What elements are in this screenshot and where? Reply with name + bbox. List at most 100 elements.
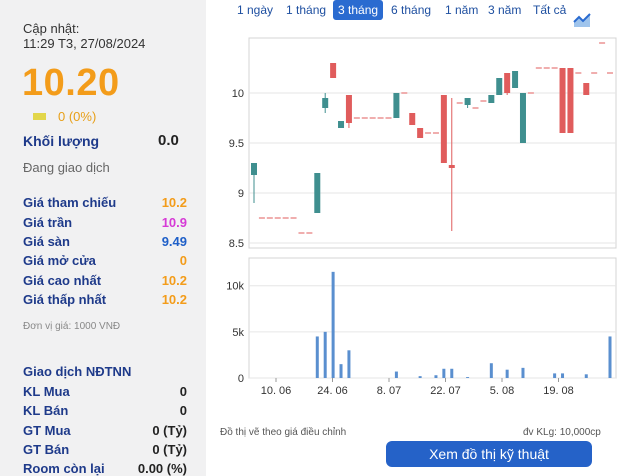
price-unit-note: Đơn vị giá: 1000 VNĐ: [23, 321, 121, 332]
candle: [488, 95, 495, 103]
foreign-buy-value-value: 0 (Tỷ): [152, 423, 187, 438]
open-price-label: Giá mở cửa: [23, 253, 96, 268]
room-remaining-label: Room còn lại: [23, 461, 105, 476]
candle: [464, 98, 471, 105]
volume-bar: [347, 350, 351, 378]
candle: [322, 98, 329, 108]
price-axis-labels: 10 9.5 9 8.5: [229, 88, 244, 250]
tab-all[interactable]: Tất cả: [533, 3, 567, 17]
price-tick-label: 9.5: [229, 138, 244, 150]
volume-bar: [608, 336, 612, 378]
volume-bar: [489, 363, 493, 378]
price-change: 0 (0%): [58, 109, 97, 124]
tab-1-day[interactable]: 1 ngày: [237, 3, 274, 17]
volume-bar: [553, 373, 557, 378]
tab-1-year[interactable]: 1 năm: [445, 3, 479, 17]
candle: [567, 68, 574, 133]
volume-tick-label: 0: [238, 373, 244, 385]
foreign-buy-value-label: GT Mua: [23, 423, 71, 438]
update-label: Cập nhật:: [23, 21, 80, 36]
price-tick-label: 9: [238, 188, 244, 200]
update-time: 11:29 T3, 27/08/2024: [23, 36, 146, 51]
tab-3-years[interactable]: 3 năm: [488, 3, 522, 17]
ref-price-label: Giá tham chiếu: [23, 195, 117, 210]
volume-label: Khối lượng: [23, 133, 100, 149]
floor-price-label: Giá sàn: [23, 234, 70, 249]
candle: [504, 73, 511, 93]
line-chart-icon[interactable]: [572, 10, 592, 30]
foreign-sell-vol-label: KL Bán: [23, 403, 69, 418]
volume-bars: [315, 271, 612, 378]
volume-bar: [434, 375, 438, 378]
foreign-trading-title: Giao dịch NĐTNN: [23, 364, 132, 379]
candle: [583, 83, 590, 95]
room-remaining-value: 0.00 (%): [137, 461, 187, 476]
price-tick-label: 8.5: [229, 238, 244, 250]
candle: [559, 68, 566, 133]
current-price: 10.20: [22, 62, 120, 104]
foreign-sell-value-value: 0 (Tỷ): [152, 442, 187, 457]
volume-value: 0.0: [158, 132, 179, 149]
candle: [519, 93, 526, 143]
volume-bar: [315, 336, 319, 378]
low-price-value: 10.2: [161, 292, 187, 307]
high-price-label: Giá cao nhất: [23, 273, 102, 288]
volume-bar: [466, 377, 470, 378]
foreign-buy-vol-value: 0: [179, 384, 187, 399]
floor-price-value: 9.49: [161, 234, 187, 249]
candle: [512, 71, 519, 88]
volume-bar: [561, 373, 565, 378]
candle: [345, 95, 352, 123]
low-price-label: Giá thấp nhất: [23, 292, 107, 307]
date-tick-label: 24. 06: [317, 385, 348, 397]
volume-bar: [521, 367, 525, 378]
volume-panel-frame: [248, 257, 617, 379]
technical-chart-button[interactable]: Xem đồ thị kỹ thuật: [386, 441, 592, 467]
candle: [448, 165, 455, 168]
candle: [417, 128, 424, 138]
price-tick-label: 10: [232, 88, 244, 100]
volume-bar: [442, 368, 446, 378]
volume-bar: [331, 271, 335, 378]
volume-bar: [584, 374, 588, 378]
candle: [251, 163, 257, 175]
ceiling-price-value: 10.9: [161, 215, 187, 230]
foreign-sell-value-label: GT Bán: [23, 442, 70, 457]
date-tick-label: 19. 08: [543, 385, 574, 397]
trading-status: Đang giao dịch: [23, 160, 110, 175]
date-tick-label: 22. 07: [430, 385, 461, 397]
date-tick-label: 10. 06: [261, 385, 292, 397]
candle: [314, 173, 321, 213]
volume-bar: [394, 371, 398, 378]
ref-price-value: 10.2: [161, 195, 187, 210]
date-tick-label: 5. 08: [490, 385, 514, 397]
price-gridlines: [249, 92, 616, 244]
volume-tick-label: 5k: [232, 327, 244, 339]
high-price-value: 10.2: [161, 273, 187, 288]
candle: [393, 93, 400, 118]
volume-bar: [450, 368, 454, 378]
date-axis-labels: 10. 06 24. 06 8. 07 22. 07 5. 08 19. 08: [261, 378, 574, 397]
candle: [409, 113, 416, 125]
ceiling-price-label: Giá trần: [23, 215, 73, 230]
volume-unit-note: đv KLg: 10,000cp: [523, 427, 601, 438]
no-change-icon: [33, 113, 46, 120]
price-volume-chart: 10 9.5 9 8.5 10k 5k 0 10. 06 24. 06 8. 07 22. 07…: [226, 37, 617, 397]
open-price-value: 0: [179, 253, 187, 268]
tab-1-month[interactable]: 1 tháng: [286, 3, 327, 17]
volume-axis-labels: 10k 5k 0: [226, 281, 244, 385]
volume-bar: [339, 364, 343, 378]
date-tick-label: 8. 07: [377, 385, 401, 397]
candle: [496, 78, 503, 95]
volume-bar: [323, 331, 327, 378]
adjusted-price-note: Đồ thị vẽ theo giá điều chỉnh: [220, 427, 347, 438]
volume-bar: [505, 369, 509, 378]
tab-6-months[interactable]: 6 tháng: [391, 3, 432, 17]
candlestick-series: [251, 42, 613, 234]
tab-3-months[interactable]: 3 tháng: [333, 0, 384, 20]
foreign-buy-vol-label: KL Mua: [23, 384, 70, 399]
quote-summary-panel: Cập nhật: 11:29 T3, 27/08/2024 10.20 0 (…: [0, 0, 206, 476]
volume-tick-label: 10k: [226, 281, 244, 293]
candle: [330, 63, 337, 78]
volume-bar: [418, 376, 422, 378]
